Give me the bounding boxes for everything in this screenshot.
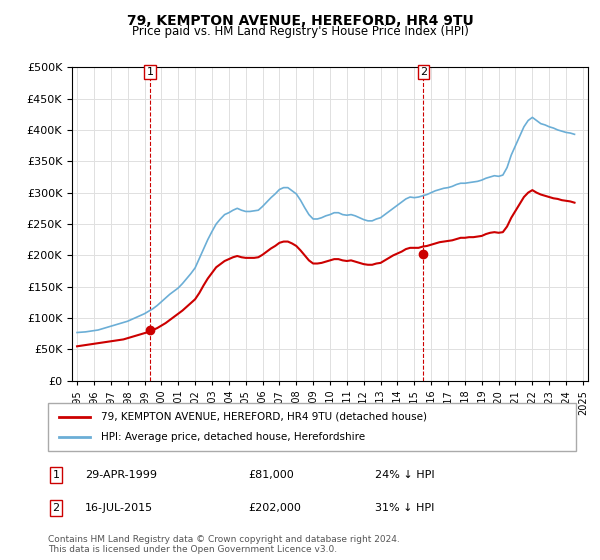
Text: 79, KEMPTON AVENUE, HEREFORD, HR4 9TU (detached house): 79, KEMPTON AVENUE, HEREFORD, HR4 9TU (d…	[101, 412, 427, 422]
Text: 24% ↓ HPI: 24% ↓ HPI	[376, 470, 435, 480]
Text: £81,000: £81,000	[248, 470, 295, 480]
Text: 29-APR-1999: 29-APR-1999	[85, 470, 157, 480]
Text: Contains HM Land Registry data © Crown copyright and database right 2024.
This d: Contains HM Land Registry data © Crown c…	[48, 535, 400, 554]
Text: 31% ↓ HPI: 31% ↓ HPI	[376, 503, 435, 513]
Text: 2: 2	[52, 503, 59, 513]
Text: Price paid vs. HM Land Registry's House Price Index (HPI): Price paid vs. HM Land Registry's House …	[131, 25, 469, 38]
Text: 79, KEMPTON AVENUE, HEREFORD, HR4 9TU: 79, KEMPTON AVENUE, HEREFORD, HR4 9TU	[127, 14, 473, 28]
Text: HPI: Average price, detached house, Herefordshire: HPI: Average price, detached house, Here…	[101, 432, 365, 442]
Text: 16-JUL-2015: 16-JUL-2015	[85, 503, 153, 513]
FancyBboxPatch shape	[48, 403, 576, 451]
Text: 1: 1	[52, 470, 59, 480]
Text: £202,000: £202,000	[248, 503, 302, 513]
Text: 2: 2	[420, 67, 427, 77]
Text: 1: 1	[146, 67, 154, 77]
